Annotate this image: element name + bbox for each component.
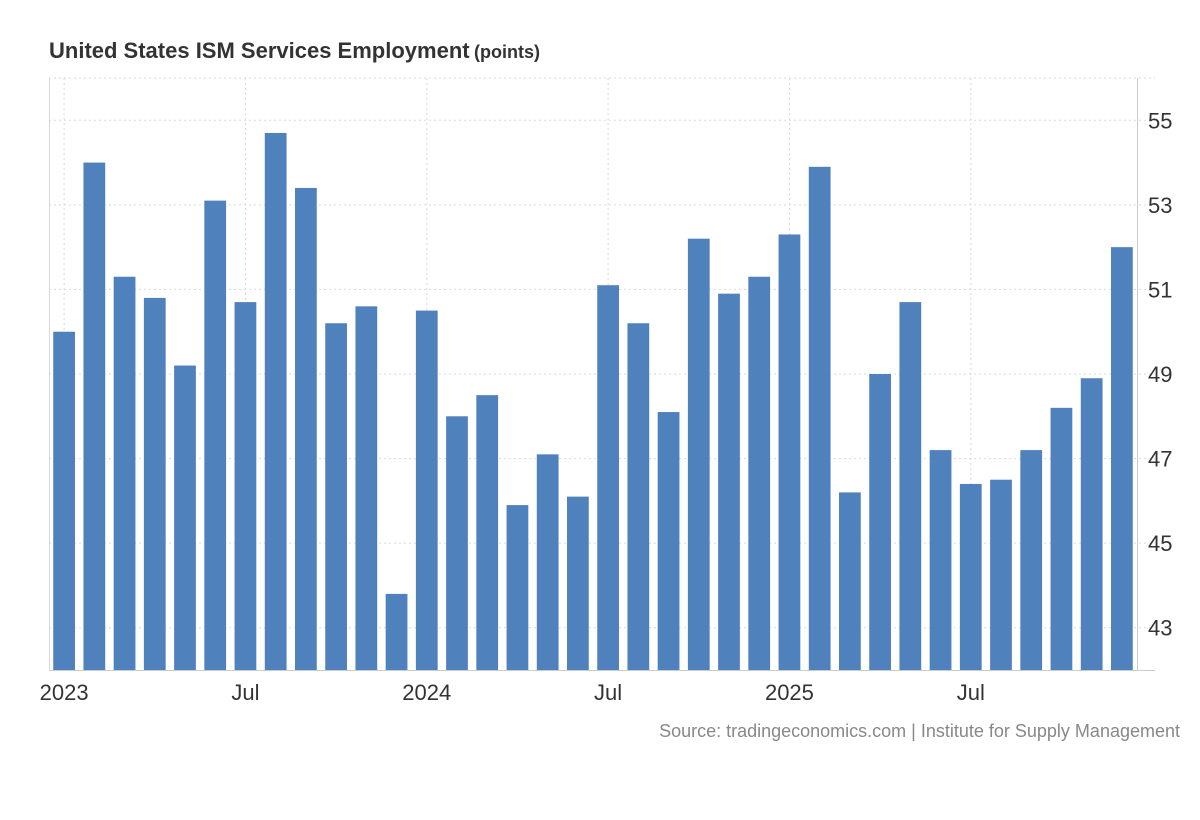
bar-2024-04 — [506, 505, 529, 670]
bar-2025-11 — [1080, 378, 1103, 670]
bar-2023-06 — [204, 200, 227, 670]
y-tick-label: 43 — [1148, 616, 1172, 641]
bar-2023-04 — [143, 297, 166, 670]
x-tick-label: 2023 — [40, 680, 89, 705]
bar-2024-06 — [567, 496, 589, 670]
x-tick-label: 2025 — [765, 680, 814, 705]
bar-2024-12 — [748, 276, 771, 670]
y-tick-label: 49 — [1148, 362, 1172, 387]
bar-2025-02 — [808, 166, 831, 671]
bar-2025-03 — [839, 492, 861, 670]
y-tick-label: 47 — [1148, 447, 1172, 472]
bar-2023-12 — [385, 593, 408, 670]
bar-2023-01 — [53, 331, 75, 670]
bar-2025-09 — [1020, 450, 1043, 670]
bar-2024-08 — [627, 323, 650, 670]
bar-2024-10 — [687, 238, 710, 670]
bar-2025-08 — [990, 479, 1012, 670]
x-tick-label: Jul — [957, 680, 985, 705]
bar-2024-09 — [657, 412, 680, 670]
bar-2023-02 — [83, 162, 106, 670]
y-tick-label: 45 — [1148, 531, 1172, 556]
bar-2024-03 — [476, 395, 499, 670]
y-tick-label: 51 — [1148, 277, 1172, 302]
bar-2023-07 — [234, 302, 257, 670]
y-axis-ticks: 43 45 47 49 51 53 55 — [1148, 108, 1172, 640]
chart-title: United States ISM Services Employment (p… — [49, 38, 540, 64]
bar-2024-05 — [536, 454, 559, 670]
chart-title-unit: (points) — [474, 42, 541, 62]
x-tick-label: Jul — [594, 680, 622, 705]
bar-2025-06 — [929, 450, 952, 670]
bar-2025-10 — [1050, 407, 1073, 670]
bar-2023-10 — [325, 323, 347, 670]
x-tick-label: 2024 — [402, 680, 451, 705]
bar-2023-08 — [264, 132, 287, 671]
bar-2023-09 — [295, 187, 317, 670]
x-tick-label: Jul — [231, 680, 259, 705]
bar-2024-07 — [597, 285, 619, 670]
y-tick-label: 55 — [1148, 108, 1172, 133]
bar-2023-05 — [174, 365, 196, 670]
bar-2023-03 — [113, 276, 136, 670]
bar-2025-07 — [959, 483, 982, 670]
bar-2024-11 — [718, 293, 740, 670]
bar-2025-04 — [869, 374, 891, 670]
x-axis-ticks: 2023 Jul 2024 Jul 2025 Jul — [40, 680, 985, 705]
bar-2025-01 — [778, 234, 801, 670]
bar-2023-11 — [355, 306, 378, 670]
bar-2024-01 — [415, 310, 438, 670]
bars-layer — [53, 132, 1133, 671]
bar-2024-02 — [446, 416, 468, 670]
bar-2025-05 — [899, 302, 922, 670]
source-note: Source: tradingeconomics.com | Institute… — [659, 721, 1180, 741]
chart-title-main: United States ISM Services Employment — [49, 38, 470, 63]
axis-layer — [49, 78, 1155, 671]
y-tick-label: 53 — [1148, 193, 1172, 218]
bar-2025-12 — [1111, 247, 1133, 670]
